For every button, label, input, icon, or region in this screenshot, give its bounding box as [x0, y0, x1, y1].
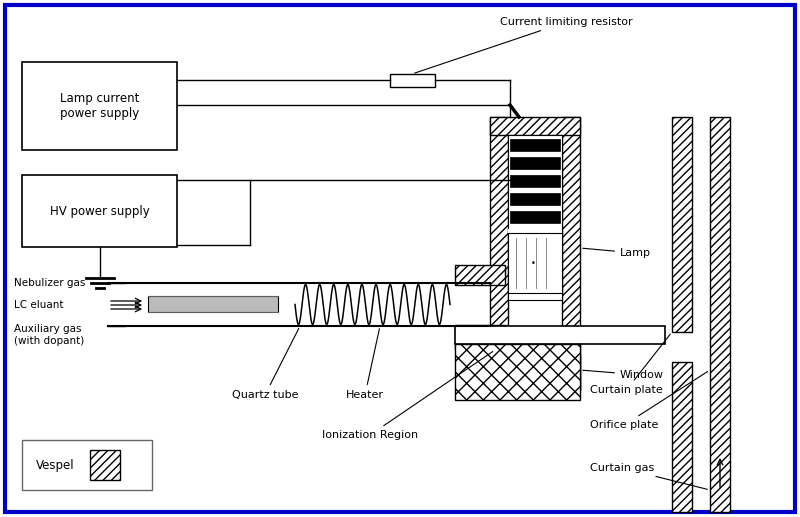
Bar [22, 175, 177, 247]
Bar [508, 135, 562, 300]
Bar [510, 211, 560, 223]
Text: Orifice plate: Orifice plate [590, 372, 708, 430]
Bar [490, 117, 508, 390]
Bar [455, 265, 505, 285]
Text: Auxiliary gas
(with dopant): Auxiliary gas (with dopant) [14, 324, 84, 346]
Bar [22, 440, 152, 490]
Bar [562, 117, 580, 390]
Bar [510, 139, 560, 151]
Text: Quartz tube: Quartz tube [232, 328, 298, 400]
Bar [710, 117, 730, 512]
Bar [455, 326, 665, 344]
Bar [490, 117, 580, 135]
Bar [148, 296, 278, 312]
Bar [455, 325, 505, 350]
Text: Lamp current
power supply: Lamp current power supply [60, 92, 140, 120]
Bar [510, 157, 560, 169]
Bar [390, 74, 435, 87]
Text: Nebulizer gas: Nebulizer gas [14, 278, 86, 288]
Bar [455, 344, 580, 400]
Bar [672, 117, 692, 332]
Bar [22, 62, 177, 150]
Text: Curtain plate: Curtain plate [590, 334, 670, 395]
Bar [90, 450, 120, 480]
Text: Ionization Region: Ionization Region [322, 352, 493, 440]
Text: Current limiting resistor: Current limiting resistor [414, 17, 633, 73]
Text: •: • [530, 258, 535, 267]
Bar [510, 175, 560, 187]
Text: Window: Window [582, 370, 664, 380]
Text: Curtain gas: Curtain gas [590, 463, 707, 489]
Bar [508, 229, 562, 233]
Bar [672, 362, 692, 512]
Bar [508, 233, 562, 293]
Bar [490, 355, 580, 390]
Text: Heater: Heater [346, 329, 384, 400]
Text: LC eluant: LC eluant [14, 300, 63, 310]
Bar [510, 193, 560, 205]
Text: Vespel: Vespel [36, 459, 74, 472]
Text: HV power supply: HV power supply [50, 205, 150, 218]
Text: Lamp: Lamp [582, 248, 651, 258]
